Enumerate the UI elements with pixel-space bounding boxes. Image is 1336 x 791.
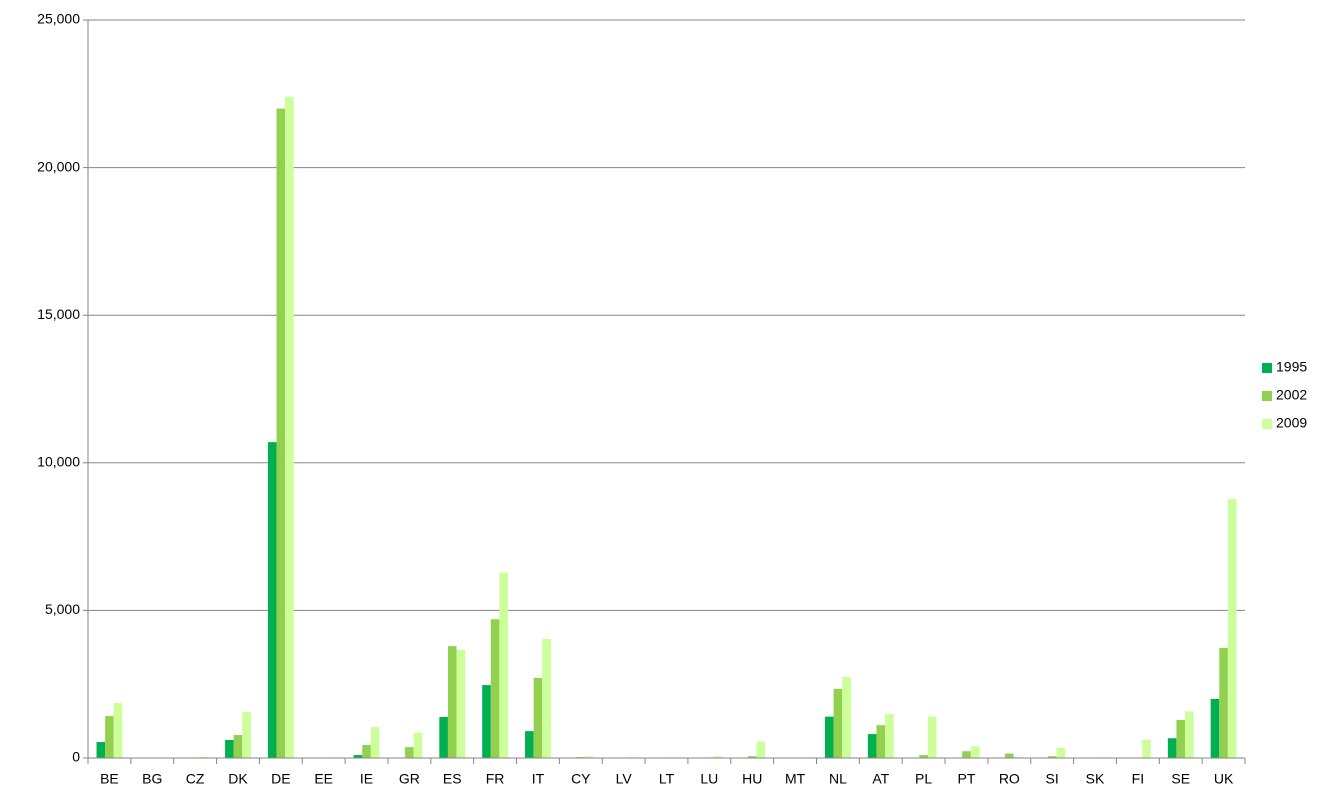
bar bbox=[225, 739, 234, 758]
y-tick-label: 0 bbox=[72, 749, 80, 765]
bar bbox=[456, 649, 466, 758]
bar bbox=[405, 747, 414, 758]
bar bbox=[353, 755, 363, 758]
bar bbox=[833, 688, 843, 758]
x-tick-label: UK bbox=[1214, 771, 1234, 787]
x-tick-label: CY bbox=[571, 771, 591, 787]
bar bbox=[825, 716, 834, 758]
y-tick-label: 15,000 bbox=[37, 306, 80, 322]
y-tick-label: 10,000 bbox=[37, 454, 80, 470]
y-tick-label: 20,000 bbox=[37, 158, 80, 174]
legend-label: 1995 bbox=[1276, 359, 1307, 375]
bar bbox=[267, 442, 277, 758]
bar bbox=[482, 685, 491, 758]
bar bbox=[490, 619, 500, 758]
y-tick-label: 5,000 bbox=[45, 601, 80, 617]
bar bbox=[756, 741, 766, 758]
bar bbox=[542, 639, 551, 758]
bar bbox=[113, 703, 123, 758]
x-tick-label: LT bbox=[659, 771, 675, 787]
bar bbox=[1005, 753, 1014, 758]
x-tick-label: MT bbox=[785, 771, 806, 787]
x-tick-label: SE bbox=[1171, 771, 1190, 787]
bar bbox=[499, 572, 508, 758]
legend-swatch bbox=[1262, 419, 1272, 429]
bar bbox=[927, 716, 937, 758]
bar bbox=[1167, 738, 1177, 758]
legend-swatch bbox=[1262, 363, 1272, 373]
bar bbox=[962, 751, 971, 758]
x-tick-label: PL bbox=[915, 771, 932, 787]
x-tick-label: LV bbox=[616, 771, 633, 787]
legend-label: 2002 bbox=[1276, 387, 1307, 403]
bar bbox=[233, 734, 243, 758]
x-tick-label: AT bbox=[872, 771, 889, 787]
x-tick-label: EE bbox=[314, 771, 333, 787]
bar bbox=[413, 732, 423, 758]
x-tick-label: PT bbox=[958, 771, 976, 787]
bar bbox=[876, 725, 886, 758]
bar bbox=[525, 731, 534, 758]
bar bbox=[1210, 698, 1220, 758]
x-tick-label: SK bbox=[1086, 771, 1105, 787]
x-tick-label: IE bbox=[360, 771, 373, 787]
x-tick-label: SI bbox=[1046, 771, 1059, 787]
bar bbox=[370, 727, 380, 758]
x-tick-label: RO bbox=[999, 771, 1020, 787]
x-tick-label: BG bbox=[142, 771, 162, 787]
bar bbox=[842, 677, 851, 758]
x-tick-label: HU bbox=[742, 771, 762, 787]
x-tick-label: DE bbox=[271, 771, 290, 787]
bar bbox=[96, 742, 106, 758]
x-tick-label: FR bbox=[486, 771, 505, 787]
x-tick-label: GR bbox=[399, 771, 420, 787]
x-tick-label: LU bbox=[700, 771, 718, 787]
bar bbox=[1185, 711, 1194, 758]
bar bbox=[447, 646, 457, 758]
bar bbox=[919, 755, 928, 758]
legend-label: 2009 bbox=[1276, 415, 1307, 431]
bar bbox=[970, 746, 980, 758]
bar bbox=[1176, 719, 1186, 758]
x-tick-label: NL bbox=[829, 771, 847, 787]
bar bbox=[1227, 499, 1237, 758]
bar bbox=[276, 108, 286, 758]
bar bbox=[362, 745, 371, 758]
bar bbox=[105, 716, 114, 758]
bar bbox=[1219, 647, 1228, 758]
x-tick-label: BE bbox=[100, 771, 119, 787]
y-tick-label: 25,000 bbox=[37, 11, 80, 27]
bar bbox=[1142, 739, 1151, 758]
legend-swatch bbox=[1262, 391, 1272, 401]
bar bbox=[713, 756, 723, 758]
bar bbox=[439, 716, 448, 758]
x-tick-label: DK bbox=[228, 771, 248, 787]
bar bbox=[1056, 747, 1066, 758]
bar bbox=[533, 678, 543, 758]
bar bbox=[199, 756, 209, 758]
bar bbox=[242, 711, 251, 758]
bar bbox=[867, 734, 877, 758]
x-tick-label: IT bbox=[532, 771, 545, 787]
x-tick-label: CZ bbox=[186, 771, 205, 787]
bar bbox=[747, 756, 757, 758]
bar bbox=[585, 756, 594, 758]
bar bbox=[285, 96, 294, 758]
x-tick-label: FI bbox=[1132, 771, 1144, 787]
bar bbox=[885, 714, 894, 758]
x-tick-label: ES bbox=[443, 771, 462, 787]
bar bbox=[1047, 756, 1057, 758]
